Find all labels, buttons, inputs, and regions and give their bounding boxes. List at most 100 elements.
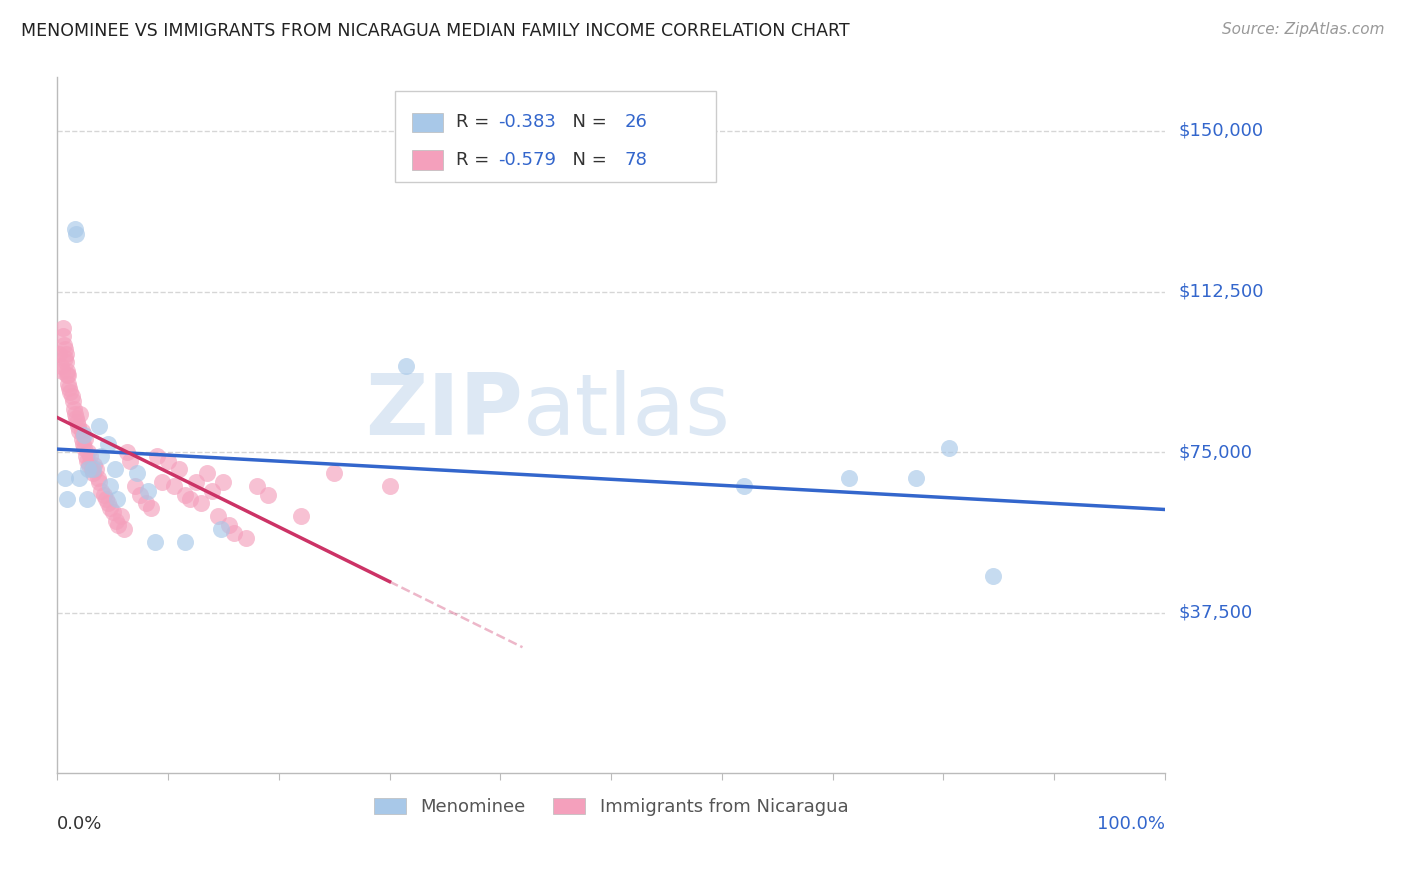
Point xyxy=(51,364,73,378)
Point xyxy=(82,467,104,481)
Point xyxy=(105,492,128,507)
Text: 0.0%: 0.0% xyxy=(58,815,103,833)
Point xyxy=(52,329,75,343)
Point xyxy=(73,441,96,455)
Point xyxy=(55,346,77,360)
Point xyxy=(152,475,174,489)
Point xyxy=(53,343,76,357)
Point xyxy=(56,492,79,507)
Point xyxy=(98,479,121,493)
Point xyxy=(173,488,195,502)
Point xyxy=(135,496,157,510)
Point xyxy=(136,483,159,498)
Point xyxy=(67,471,90,485)
Point xyxy=(77,462,100,476)
FancyBboxPatch shape xyxy=(395,91,717,182)
Text: $150,000: $150,000 xyxy=(1180,122,1264,140)
Point xyxy=(209,522,232,536)
Text: R =: R = xyxy=(456,151,495,169)
Point xyxy=(75,450,97,464)
Point xyxy=(212,475,235,489)
Point xyxy=(65,410,87,425)
Text: N =: N = xyxy=(561,151,613,169)
Text: atlas: atlas xyxy=(523,370,731,453)
Text: 26: 26 xyxy=(624,113,647,131)
Point xyxy=(141,500,163,515)
Point xyxy=(67,419,90,434)
Point xyxy=(58,381,80,395)
Point xyxy=(66,415,89,429)
Point xyxy=(195,467,218,481)
Point xyxy=(112,522,135,536)
Point xyxy=(63,407,86,421)
Text: $37,500: $37,500 xyxy=(1180,604,1253,622)
Point xyxy=(56,364,79,378)
Text: Source: ZipAtlas.com: Source: ZipAtlas.com xyxy=(1222,22,1385,37)
Point xyxy=(48,346,70,360)
Point xyxy=(173,535,195,549)
Text: R =: R = xyxy=(456,113,495,131)
Point xyxy=(56,368,79,382)
Point xyxy=(190,496,212,510)
Point xyxy=(983,569,1005,583)
Point xyxy=(224,526,246,541)
Point xyxy=(125,467,148,481)
Point xyxy=(93,488,115,502)
Point xyxy=(69,407,91,421)
Point xyxy=(62,393,84,408)
Point xyxy=(97,496,120,510)
Point xyxy=(58,376,80,391)
Point xyxy=(395,359,418,374)
Point xyxy=(90,450,112,464)
Point xyxy=(90,483,112,498)
Point xyxy=(53,351,76,365)
Point xyxy=(129,488,152,502)
Point xyxy=(73,432,96,446)
Text: 78: 78 xyxy=(624,151,647,169)
Point xyxy=(256,488,278,502)
Point xyxy=(156,453,179,467)
Point xyxy=(84,462,107,476)
Point xyxy=(143,535,166,549)
Point xyxy=(98,500,121,515)
Point xyxy=(76,453,98,467)
Point xyxy=(89,419,111,434)
Point xyxy=(184,475,207,489)
Point xyxy=(55,355,77,369)
Point xyxy=(67,424,90,438)
Point xyxy=(104,462,127,476)
Point xyxy=(87,471,110,485)
Legend: Menominee, Immigrants from Nicaragua: Menominee, Immigrants from Nicaragua xyxy=(367,790,856,823)
Point xyxy=(53,471,76,485)
Text: $112,500: $112,500 xyxy=(1180,283,1264,301)
Point xyxy=(79,458,101,472)
FancyBboxPatch shape xyxy=(412,150,443,169)
Text: MENOMINEE VS IMMIGRANTS FROM NICARAGUA MEDIAN FAMILY INCOME CORRELATION CHART: MENOMINEE VS IMMIGRANTS FROM NICARAGUA M… xyxy=(21,22,849,40)
Point xyxy=(89,475,111,489)
Point xyxy=(146,450,169,464)
Point xyxy=(290,509,312,524)
Text: -0.579: -0.579 xyxy=(498,151,557,169)
Point xyxy=(82,462,104,476)
Point xyxy=(207,509,229,524)
Point xyxy=(79,450,101,464)
Point xyxy=(107,517,129,532)
Text: ZIP: ZIP xyxy=(364,370,523,453)
Point xyxy=(104,514,127,528)
Point xyxy=(94,492,117,507)
Point xyxy=(52,338,75,352)
Point xyxy=(201,483,224,498)
Point xyxy=(49,359,72,374)
Point xyxy=(246,479,269,493)
Point xyxy=(162,479,184,493)
Point xyxy=(60,389,83,403)
Point xyxy=(179,492,201,507)
Point xyxy=(80,462,103,476)
Point xyxy=(62,402,84,417)
Point xyxy=(124,479,146,493)
Point xyxy=(70,424,93,438)
Point xyxy=(938,441,960,455)
Point xyxy=(72,436,94,450)
Point xyxy=(120,453,142,467)
Point xyxy=(59,385,82,400)
